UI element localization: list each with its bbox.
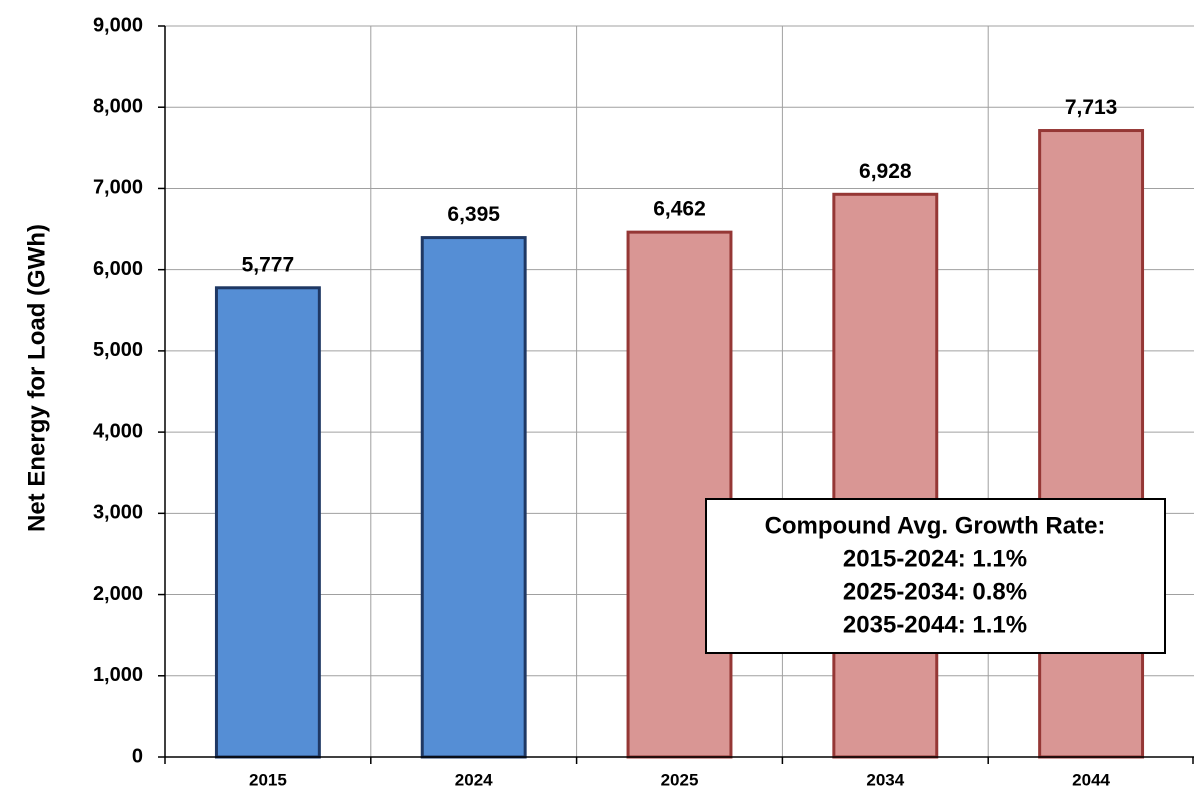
y-axis-label: Net Energy for Load (GWh): [23, 224, 50, 532]
y-tick-label: 5,000: [93, 339, 143, 361]
data-label: 6,462: [653, 198, 706, 221]
x-tick-label: 2044: [1072, 770, 1110, 789]
y-tick-label: 0: [132, 745, 143, 767]
annotation-text: Compound Avg. Growth Rate:: [765, 512, 1106, 539]
data-label: 5,777: [242, 253, 295, 276]
bar: [1038, 129, 1145, 759]
x-tick-label: 2025: [661, 770, 699, 789]
annotation-text: 2025-2034: 0.8%: [843, 578, 1027, 605]
y-tick-label: 7,000: [93, 177, 143, 199]
data-label: 6,395: [447, 203, 500, 226]
annotation-text: 2015-2024: 1.1%: [843, 545, 1027, 572]
x-tick-label: 2015: [249, 770, 287, 789]
data-label: 7,713: [1065, 96, 1118, 119]
x-tick-label: 2034: [866, 770, 904, 789]
bar: [420, 236, 527, 759]
y-tick-label: 4,000: [93, 420, 143, 442]
y-tick-label: 6,000: [93, 258, 143, 280]
bar: [214, 286, 321, 759]
y-tick-label: 1,000: [93, 664, 143, 686]
y-tick-label: 3,000: [93, 502, 143, 524]
x-tick-label: 2024: [455, 770, 493, 789]
bar: [832, 192, 939, 759]
annotation-box: [705, 498, 1166, 654]
y-tick-label: 2,000: [93, 583, 143, 605]
bar: [626, 230, 733, 759]
data-label: 6,928: [859, 160, 912, 183]
annotation-text: 2035-2044: 1.1%: [843, 611, 1027, 638]
y-tick-label: 8,000: [93, 96, 143, 118]
y-tick-label: 9,000: [93, 14, 143, 36]
